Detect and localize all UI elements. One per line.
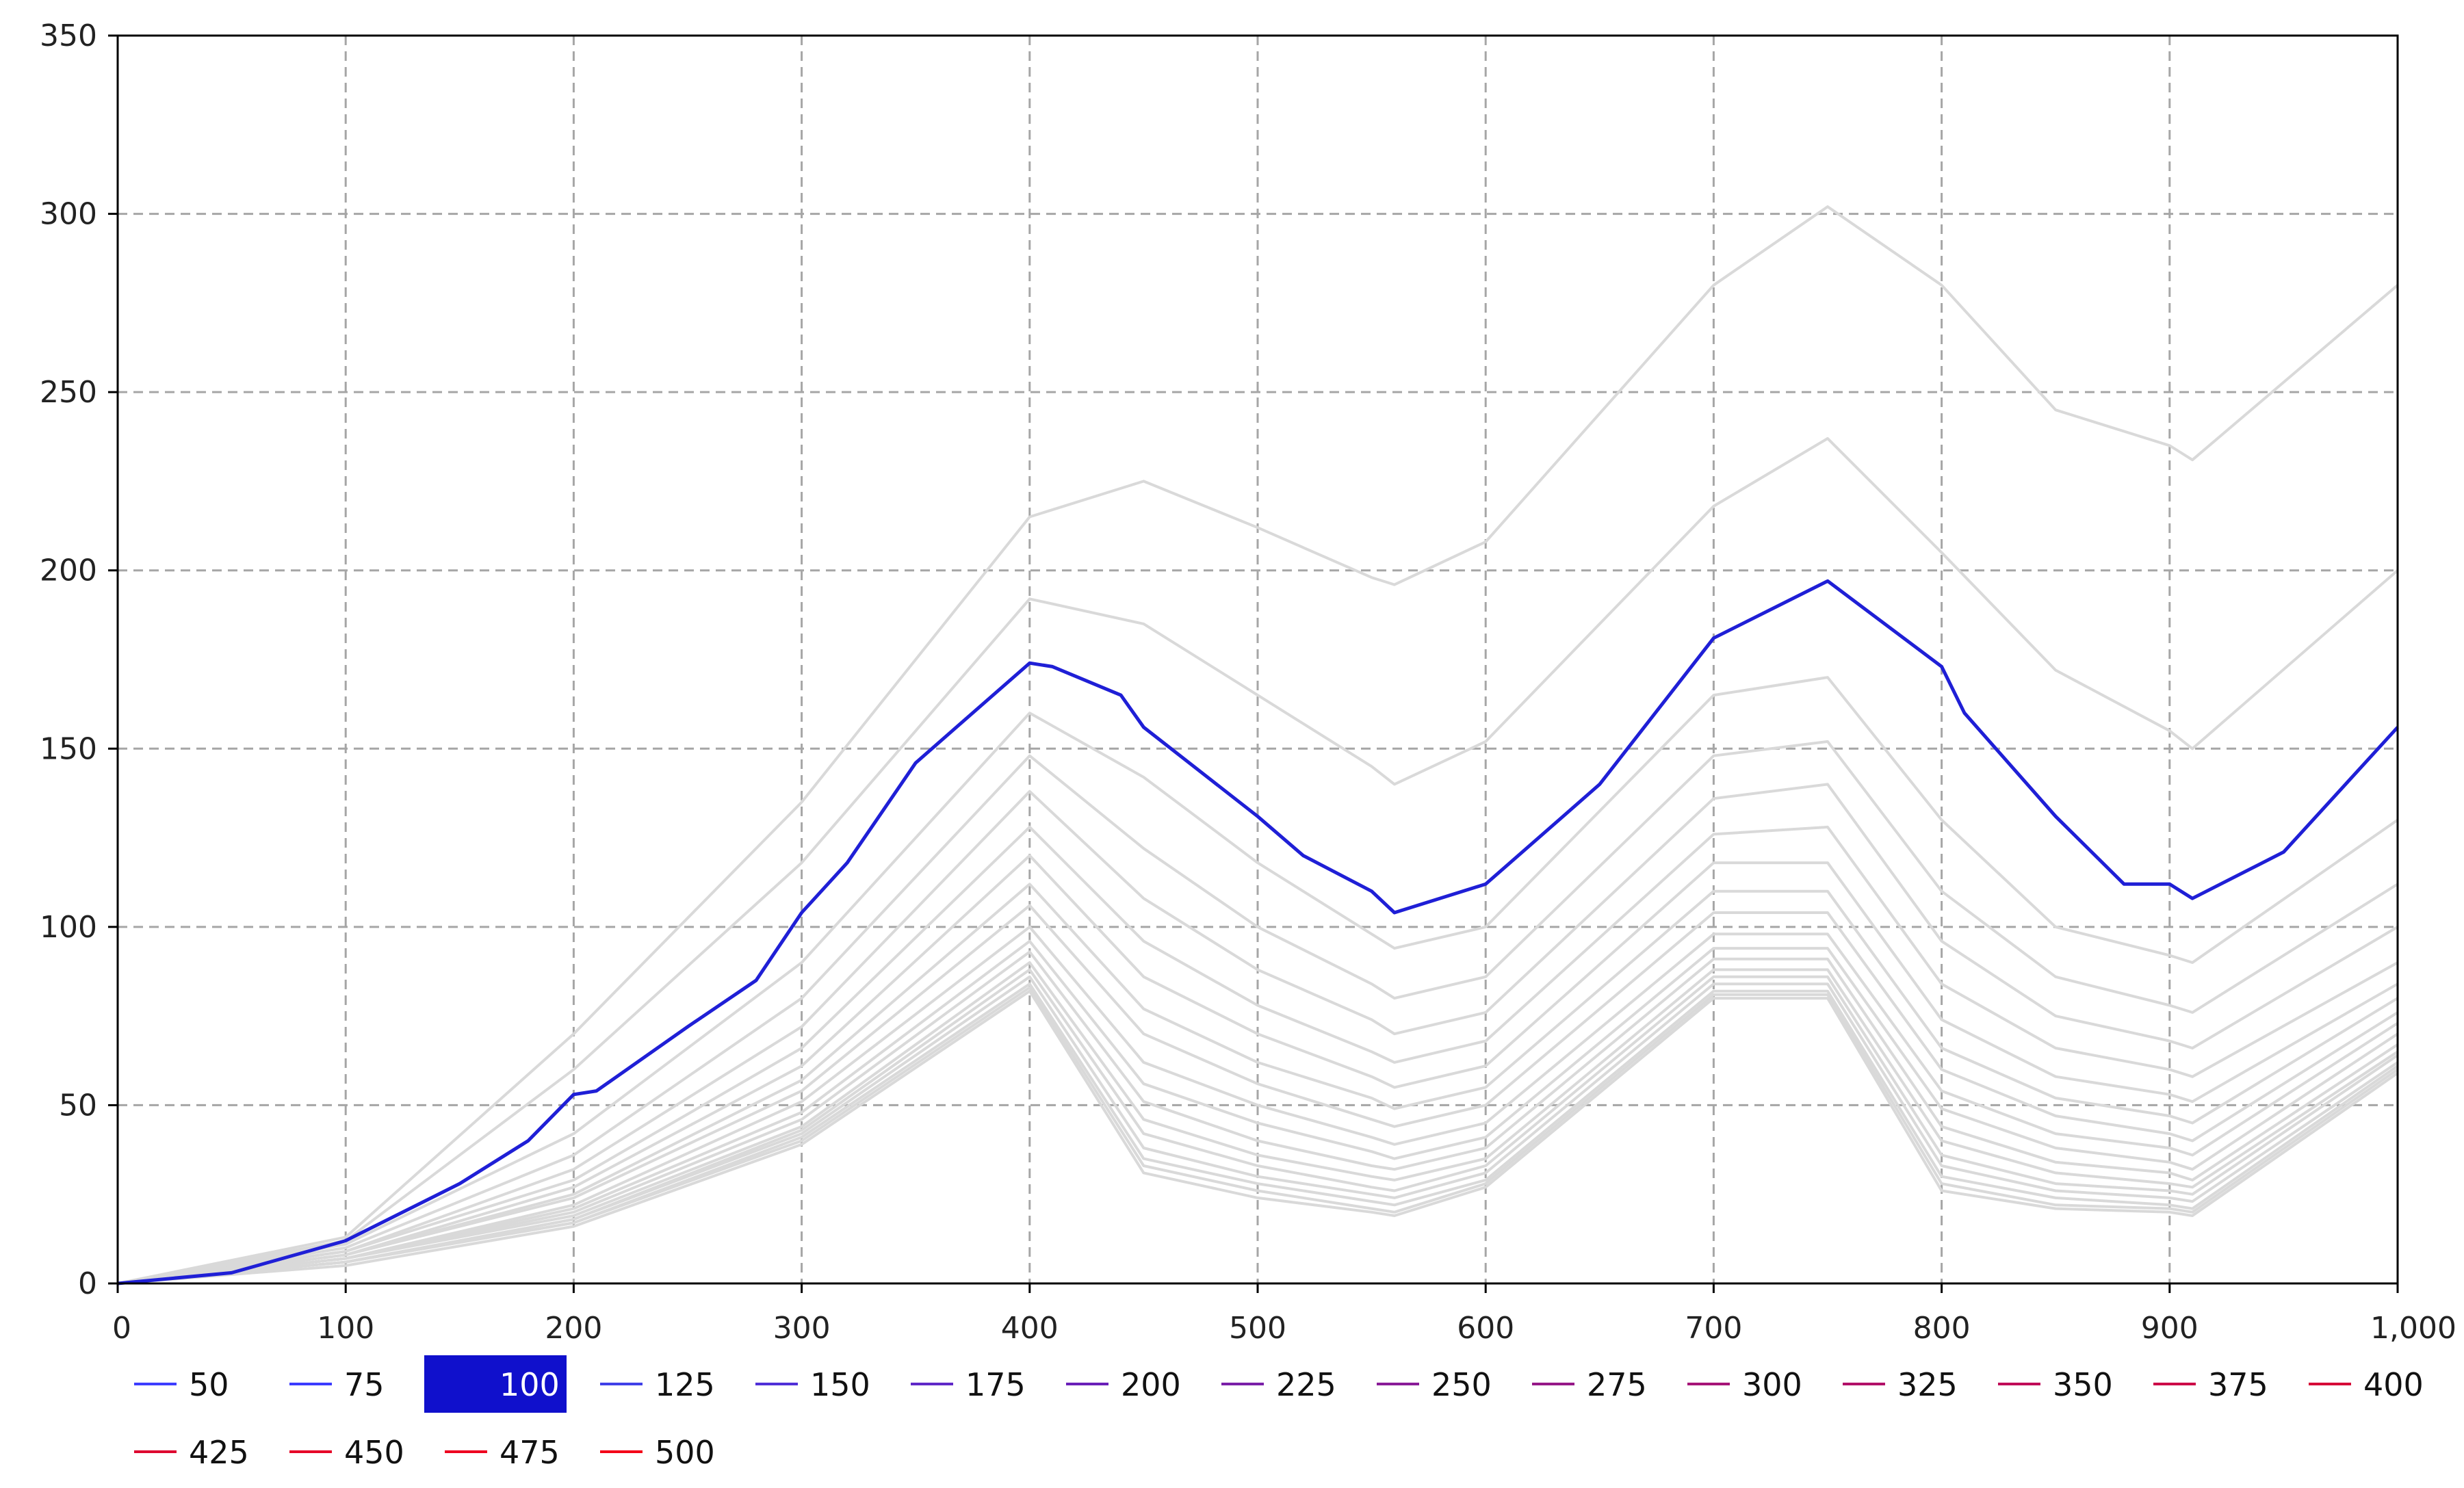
legend-item-250[interactable]: 250 xyxy=(1377,1366,1492,1403)
legend-label: 225 xyxy=(1276,1366,1336,1403)
y-tick-label: 150 xyxy=(40,731,97,766)
legend-item-150[interactable]: 150 xyxy=(755,1366,870,1403)
series-line-250[interactable] xyxy=(117,883,2399,1285)
series-line-175[interactable] xyxy=(117,783,2399,1285)
series-line-275[interactable] xyxy=(117,904,2399,1285)
y-tick-label: 300 xyxy=(40,197,97,232)
series-line-425[interactable] xyxy=(117,975,2399,1285)
series-line-100[interactable] xyxy=(117,579,2399,1285)
legend-item-450[interactable]: 450 xyxy=(289,1434,404,1471)
series-line-500[interactable] xyxy=(117,989,2399,1285)
x-tick-label: 700 xyxy=(1685,1311,1742,1346)
series-line-150[interactable] xyxy=(117,740,2399,1285)
legend-item-350[interactable]: 350 xyxy=(1998,1366,2113,1403)
y-tick-label: 50 xyxy=(59,1088,97,1123)
legend-item-500[interactable]: 500 xyxy=(600,1434,715,1471)
legend-label: 100 xyxy=(500,1366,560,1403)
legend-item-400[interactable]: 400 xyxy=(2309,1366,2424,1403)
x-tick-label: 100 xyxy=(317,1311,374,1346)
legend-item-175[interactable]: 175 xyxy=(911,1366,1026,1403)
series-lines xyxy=(117,205,2399,1285)
series-line-75[interactable] xyxy=(117,436,2399,1285)
legend-label: 400 xyxy=(2363,1366,2424,1403)
x-tick-label: 900 xyxy=(2141,1311,2199,1346)
x-tick-label: 300 xyxy=(773,1311,831,1346)
x-tick-label: 400 xyxy=(1001,1311,1059,1346)
legend-item-225[interactable]: 225 xyxy=(1221,1366,1336,1403)
legend-item-425[interactable]: 425 xyxy=(134,1434,249,1471)
legend-label: 250 xyxy=(1431,1366,1492,1403)
legend-label: 275 xyxy=(1587,1366,1647,1403)
series-line-50[interactable] xyxy=(117,205,2399,1285)
legend-label: 200 xyxy=(1121,1366,1181,1403)
legend-label: 175 xyxy=(965,1366,1026,1403)
y-tick-label: 200 xyxy=(40,553,97,588)
legend-label: 150 xyxy=(810,1366,870,1403)
y-tick-label: 250 xyxy=(40,375,97,410)
legend-item-75[interactable]: 75 xyxy=(289,1366,385,1403)
y-tick-label: 100 xyxy=(40,910,97,945)
x-tick-label: 200 xyxy=(545,1311,602,1346)
x-tick-label: 800 xyxy=(1913,1311,1971,1346)
x-tick-label: 0 xyxy=(112,1311,131,1346)
y-tick-label: 350 xyxy=(40,18,97,53)
series-line-375[interactable] xyxy=(117,961,2399,1285)
legend-item-375[interactable]: 375 xyxy=(2153,1366,2268,1403)
series-line-300[interactable] xyxy=(117,925,2399,1285)
series-line-325[interactable] xyxy=(117,939,2399,1285)
legend-item-125[interactable]: 125 xyxy=(600,1366,715,1403)
x-tick-label: 600 xyxy=(1457,1311,1514,1346)
legend-label: 125 xyxy=(655,1366,715,1403)
legend-label: 375 xyxy=(2208,1366,2268,1403)
series-line-350[interactable] xyxy=(117,950,2399,1285)
series-line-400[interactable] xyxy=(117,968,2399,1285)
legend-label: 450 xyxy=(344,1434,404,1471)
legend-item-200[interactable]: 200 xyxy=(1066,1366,1181,1403)
series-line-125[interactable] xyxy=(117,676,2399,1285)
series-line-225[interactable] xyxy=(117,854,2398,1285)
legend-label: 425 xyxy=(189,1434,249,1471)
legend-item-475[interactable]: 475 xyxy=(445,1434,560,1471)
series-line-200[interactable] xyxy=(117,825,2398,1285)
legend-label: 500 xyxy=(655,1434,715,1471)
x-tick-label: 500 xyxy=(1229,1311,1286,1346)
axes: 0 100 200 300 400 500 600 700 800 900 1,000 0 50 100 1… xyxy=(40,18,2456,1346)
legend-item-325[interactable]: 325 xyxy=(1843,1366,1958,1403)
y-tick-label: 0 xyxy=(78,1266,97,1301)
legend-label: 325 xyxy=(1897,1366,1958,1403)
legend-item-275[interactable]: 275 xyxy=(1532,1366,1647,1403)
x-tick-label: 1,000 xyxy=(2370,1311,2456,1346)
legend-item-100[interactable]: 100 xyxy=(424,1355,567,1413)
legend-label: 475 xyxy=(500,1434,560,1471)
legend-label: 300 xyxy=(1742,1366,1802,1403)
legend-item-300[interactable]: 300 xyxy=(1687,1366,1802,1403)
legend-item-50[interactable]: 50 xyxy=(134,1366,229,1403)
legend-label: 50 xyxy=(189,1366,229,1403)
legend-label: 75 xyxy=(344,1366,385,1403)
series-line-475[interactable] xyxy=(117,986,2399,1285)
legend-label: 350 xyxy=(2053,1366,2113,1403)
series-line-450[interactable] xyxy=(117,982,2399,1285)
legend[interactable]: 50 75 100 125 150 175 200 225 250 275 300 325 350 375… xyxy=(134,1355,2424,1471)
